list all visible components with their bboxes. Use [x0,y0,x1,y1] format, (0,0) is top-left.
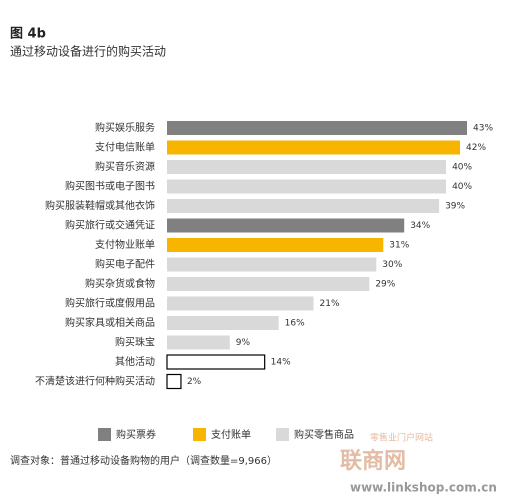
y-tick-label: 购买旅行或交通凭证 [65,219,155,232]
footnote: 调查对象：普通过移动设备购物的用户（调查数量=9,966） [10,454,277,467]
y-tick-label: 购买杂货或食物 [85,277,155,290]
y-tick-label: 支付物业账单 [95,238,155,251]
watermark: 零售业门户网站 [370,432,433,444]
data-label: 40% [452,163,472,173]
bar [167,257,377,272]
bar [167,121,467,135]
bar [167,179,447,194]
data-label: 2% [187,377,202,387]
data-label: 42% [466,143,486,153]
chart-subtitle: 通过移动设备进行的购买活动 [10,44,166,59]
data-label: 21% [320,299,340,309]
bar [166,354,266,370]
y-tick-label: 购买家具或相关商品 [65,316,155,329]
data-label: 43% [473,124,493,134]
watermark: www.linkshop.com.cn [350,481,497,495]
bar [167,160,447,174]
y-tick-label: 不清楚该进行何种购买活动 [35,375,155,388]
data-label: 34% [410,221,430,231]
bar [166,373,182,390]
chart-title: 图 4b [10,27,46,42]
bar [167,277,370,291]
y-tick-label: 购买图书或电子图书 [65,180,155,193]
y-tick-label: 其他活动 [115,355,155,368]
watermark: 联商网 [340,448,406,474]
legend-label: 支付账单 [211,428,251,441]
bar [167,316,279,330]
data-label: 14% [271,358,291,368]
data-label: 40% [452,182,472,192]
data-label: 39% [445,202,465,212]
bar [167,296,314,311]
legend-swatch [193,428,206,441]
bar [167,140,461,155]
y-tick-label: 购买珠宝 [115,336,155,349]
data-label: 29% [375,280,395,290]
bar [167,238,384,252]
data-label: 31% [389,241,409,251]
y-tick-label: 购买旅行或度假用品 [65,297,155,310]
y-tick-label: 购买服装鞋帽或其他衣饰 [45,199,155,212]
legend-swatch [98,428,111,441]
data-label: 16% [285,319,305,329]
y-tick-label: 购买电子配件 [95,258,155,271]
bar [167,199,440,213]
data-label: 30% [382,260,402,270]
legend-swatch [276,428,289,441]
y-tick-label: 购买娱乐服务 [95,121,155,134]
bar [167,218,405,233]
data-label: 9% [236,338,251,348]
legend-label: 购买零售商品 [294,428,354,441]
legend-label: 购买票券 [116,428,156,441]
y-tick-label: 支付电信账单 [95,141,155,154]
bar [167,335,230,350]
y-tick-label: 购买音乐资源 [95,160,155,173]
